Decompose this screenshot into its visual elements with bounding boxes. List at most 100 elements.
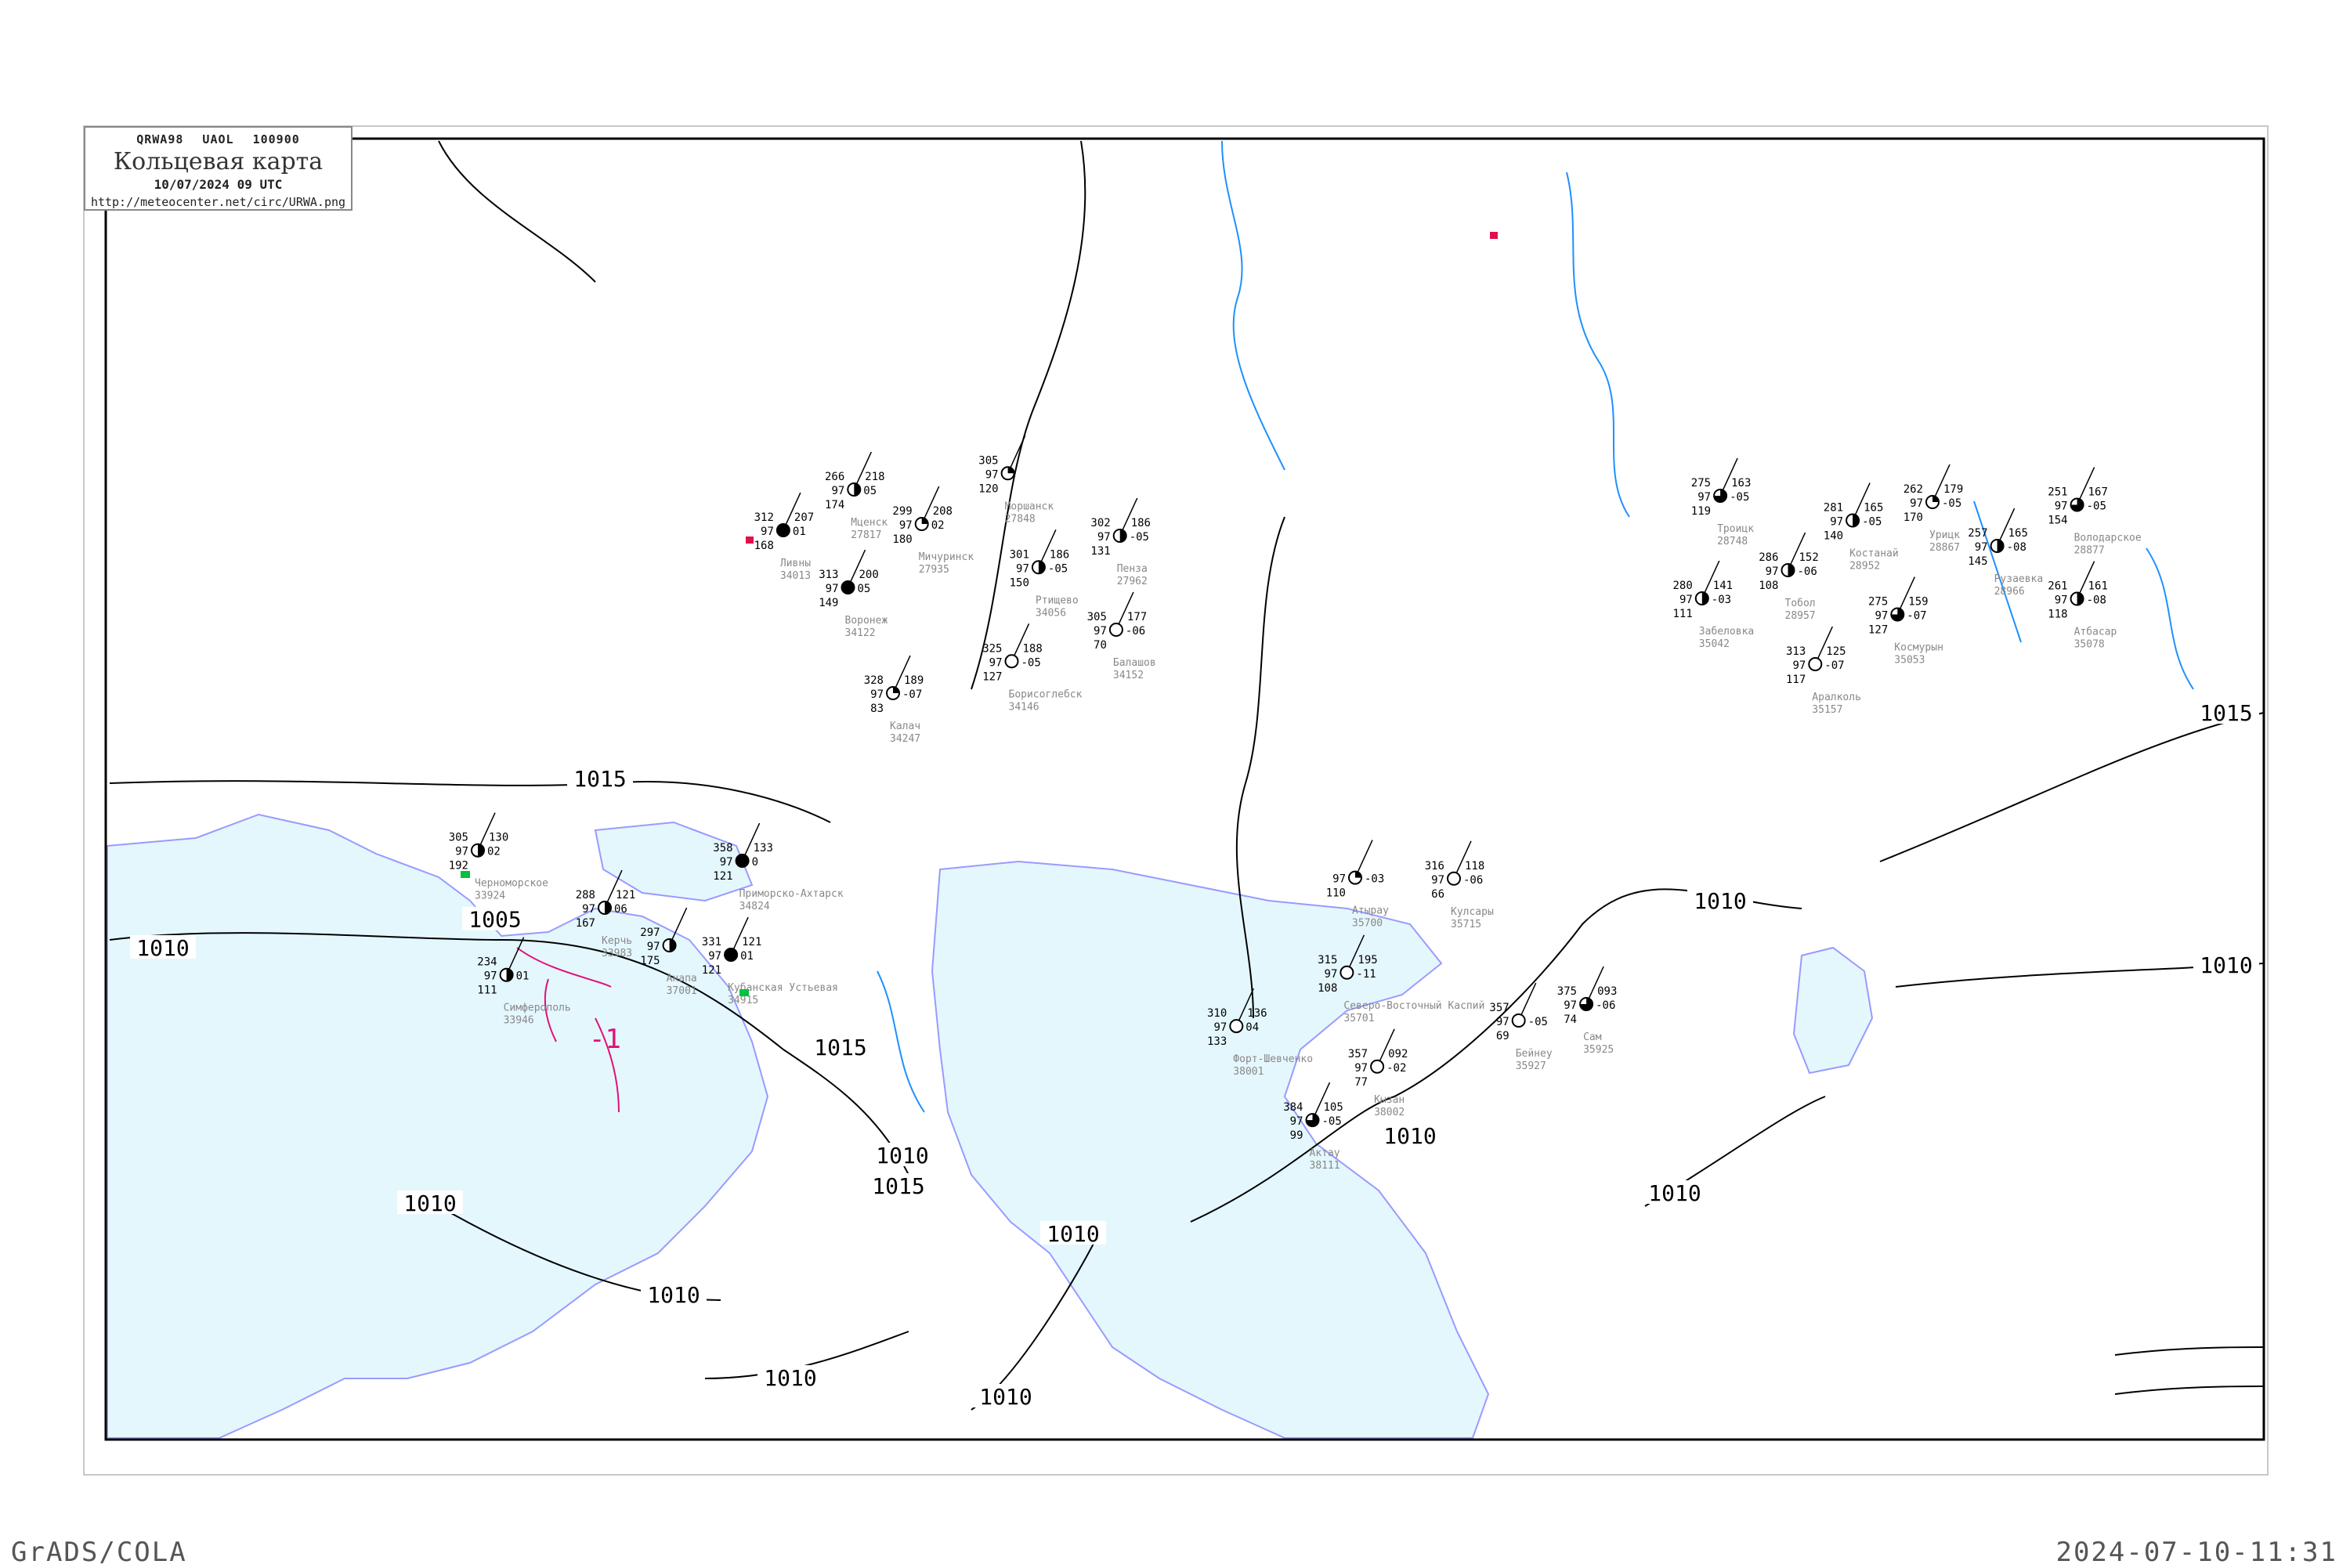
station-value-mr: -05 [1322,1115,1342,1128]
station-value-p: 325 [982,642,1002,655]
station-value-tr: 125 [1826,645,1846,658]
title-box: QRWA98 UAOL 100900 Кольцевая карта 10/07… [84,126,352,211]
station-name: Забеловка [1699,626,1754,638]
station-value-tr: 105 [1324,1101,1343,1114]
map-frame [104,137,2265,1441]
station-value-mr: 04 [1246,1021,1259,1034]
cloud-fill [605,901,611,914]
station-value-tr: 186 [1131,517,1151,529]
isobar-label-bg [870,1143,935,1166]
station-value-p: 305 [1087,611,1107,623]
cloud-fill [1788,564,1795,576]
station-name: Урицк [1929,529,1960,541]
station-id: 38002 [1374,1107,1405,1118]
station-value-mr: -05 [1942,497,1961,510]
cloud-fill [1714,490,1727,502]
station-value-t: 97 [761,526,774,538]
station-value-tr: 165 [2008,527,2028,540]
station-id: 35927 [1516,1060,1546,1072]
station-value-tr: 165 [1864,502,1883,515]
station-value-tr: 121 [616,889,635,901]
station-name: Бейнеу [1516,1048,1553,1060]
station-value-p: 280 [1673,580,1693,592]
station-name: Черноморское [475,878,548,890]
station-value-mr: -06 [1596,999,1615,1012]
station-value-bl: 121 [702,964,721,977]
station-value-p: 234 [477,956,497,969]
station-value-bl: 120 [978,482,998,495]
isobar-labels: 1015 1015 1015 1015 1010 1010 1010 1010 1010 1010… [130,700,2259,1410]
isobar-label-bg [1377,1122,1443,1147]
isobar-label: 1010 [876,1143,928,1169]
station-value-p: 358 [713,842,732,854]
station-name: Ртищево [1036,594,1079,606]
azov-sea [594,821,754,902]
isobar-label: 1015 [814,1035,866,1060]
station-id: 35715 [1451,919,1481,930]
station-id: 34122 [845,627,876,639]
station-value-t: 97 [985,468,999,481]
station-value-bl: 167 [576,917,595,930]
station-value-bl: 127 [1868,624,1888,637]
footer-timestamp: 2024-07-10-11:31 [2055,1537,2337,1568]
caspian-sea [931,860,1490,1439]
station-value-p: 305 [449,832,468,844]
station-value-bl: 175 [640,955,660,967]
station-name: Мичуринск [919,551,974,563]
station-value-bl: 170 [1904,511,1923,524]
station-value-bl: 150 [1010,576,1029,589]
station-value-bl: 168 [754,540,774,552]
isobar-label: 1015 [872,1173,924,1199]
cloud-fill [1038,561,1045,574]
rivers [877,140,2194,1113]
station-name: Рузаевка [1994,573,2044,585]
station-value-p: 275 [1868,596,1888,609]
station-value-p: 302 [1090,517,1110,529]
isobar-label-bg [462,906,528,930]
station-value-mr: -03 [1365,873,1384,886]
station-value-mr: 01 [516,970,530,983]
station-value-mr: -07 [902,688,922,701]
cloud-fill [478,844,484,857]
station-value-t: 97 [1496,1016,1509,1028]
cloud-fill [1853,514,1860,527]
cloud-fill [736,854,749,867]
station-value-t: 97 [1325,968,1338,981]
station-value-bl: 117 [1786,674,1806,686]
source-url[interactable]: http://meteocenter.net/circ/URWA.png [90,195,346,209]
